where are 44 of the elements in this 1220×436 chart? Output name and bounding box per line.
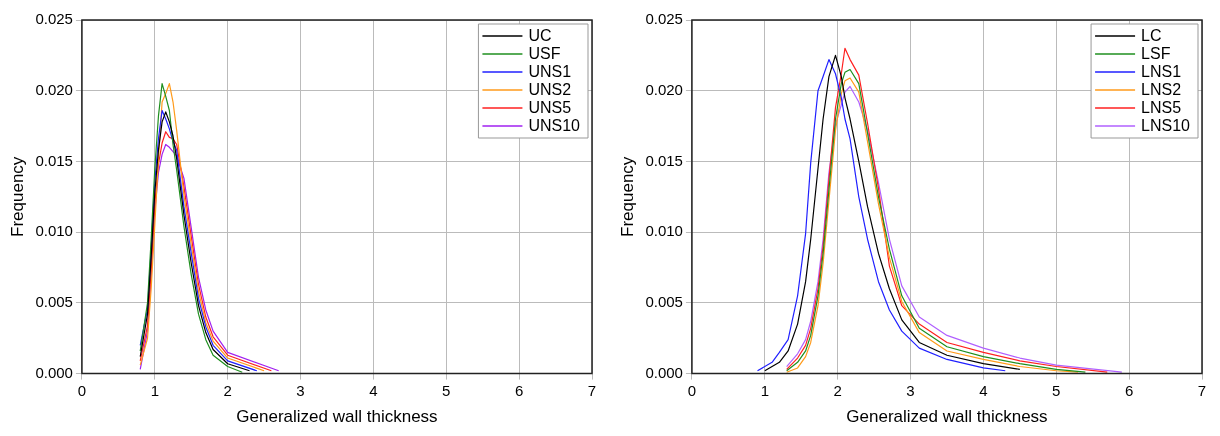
y-tick-label: 0.005 [645, 293, 683, 311]
x-tick-label: 1 [150, 381, 159, 399]
legend-label: LNS1 [1141, 63, 1182, 81]
y-tick-label: 0.015 [35, 151, 73, 169]
legend-label: UNS2 [528, 81, 572, 99]
x-tick-label: 6 [1124, 381, 1134, 399]
x-tick-label: 7 [587, 381, 597, 399]
x-tick-label: 3 [296, 381, 305, 399]
legend-label: LSF [1141, 45, 1171, 63]
legend-label: LNS2 [1141, 81, 1182, 99]
x-tick-label: 5 [1052, 381, 1061, 399]
y-tick-label: 0.025 [35, 10, 73, 28]
x-axis-title: Generalized wall thickness [846, 407, 1048, 427]
y-tick-label: 0.000 [645, 363, 683, 381]
legend-label: UNS1 [528, 63, 572, 81]
x-tick-label: 3 [906, 381, 915, 399]
x-axis-title: Generalized wall thickness [236, 407, 438, 427]
y-tick-label: 0.005 [35, 293, 73, 311]
legend-label: UNS5 [528, 99, 572, 117]
x-tick-label: 7 [1197, 381, 1207, 399]
x-tick-label: 0 [687, 381, 697, 399]
legend-label: LNS10 [1141, 117, 1191, 135]
x-tick-label: 2 [223, 381, 232, 399]
x-tick-label: 4 [369, 381, 378, 399]
y-axis-title: Frequency [617, 156, 637, 237]
x-tick-label: 6 [514, 381, 524, 399]
legend-label: UC [528, 27, 552, 45]
y-tick-label: 0.000 [35, 363, 73, 381]
legend-label: LNS5 [1141, 99, 1182, 117]
legend-label: UNS10 [528, 117, 581, 135]
legend-label: USF [528, 45, 561, 63]
y-tick-label: 0.020 [645, 80, 683, 98]
legend-label: LC [1141, 27, 1162, 45]
y-axis-title: Frequency [7, 156, 27, 237]
y-tick-label: 0.020 [35, 80, 73, 98]
x-tick-label: 1 [760, 381, 769, 399]
x-tick-label: 2 [833, 381, 842, 399]
x-tick-label: 5 [442, 381, 451, 399]
y-tick-label: 0.010 [645, 222, 683, 240]
y-tick-label: 0.025 [645, 10, 683, 28]
y-tick-label: 0.010 [35, 222, 73, 240]
x-tick-label: 4 [979, 381, 988, 399]
y-tick-label: 0.015 [645, 151, 683, 169]
x-tick-label: 0 [77, 381, 87, 399]
